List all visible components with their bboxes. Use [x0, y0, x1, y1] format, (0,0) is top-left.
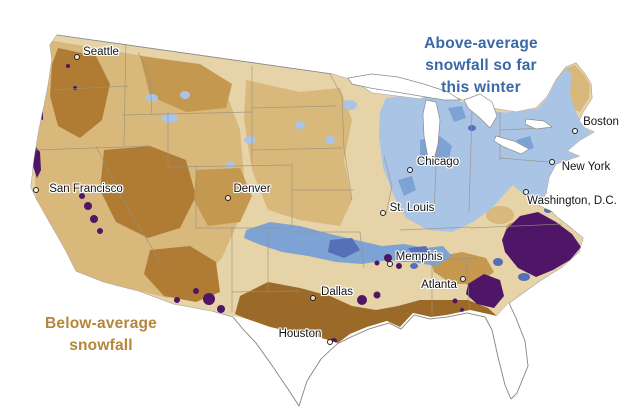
city-dot	[33, 187, 39, 193]
lake-michigan	[422, 99, 441, 161]
city-label: Denver	[233, 183, 271, 195]
above-average-regions	[146, 68, 592, 281]
city-dot	[225, 195, 231, 201]
city-dot	[523, 189, 529, 195]
city-label: New York	[561, 161, 611, 173]
coastline	[56, 34, 529, 407]
city-dot	[74, 54, 80, 60]
lake-superior	[347, 73, 461, 101]
below-average-regions	[34, 40, 590, 343]
great-lakes	[347, 73, 553, 161]
city-label: Chicago	[416, 156, 460, 168]
annotation-above: Above-average snowfall so far this winte…	[424, 35, 538, 96]
lake-erie	[493, 135, 530, 155]
city-label: Houston	[278, 328, 322, 340]
city-label: St. Louis	[389, 202, 435, 214]
city-dot	[549, 159, 555, 165]
city-dot	[572, 128, 578, 134]
lake-huron	[463, 93, 498, 129]
city-label: Seattle	[83, 46, 119, 58]
city-label: Atlanta	[421, 279, 457, 291]
city-label: Washington, D.C.	[527, 195, 617, 207]
city-dot	[460, 276, 466, 282]
much-above-average-regions	[33, 64, 581, 343]
city-label: Boston	[583, 116, 619, 128]
city-label: Dallas	[321, 286, 353, 298]
city-dot	[387, 261, 393, 267]
city-dot	[327, 339, 333, 345]
lake-ontario	[524, 118, 553, 130]
city-dot	[407, 167, 413, 173]
annotation-below: Below-average snowfall	[44, 315, 158, 354]
city-label: Memphis	[395, 251, 443, 263]
city-dot	[310, 295, 316, 301]
city-label: San Francisco	[49, 183, 123, 195]
state-borders	[35, 37, 563, 316]
city-dot	[380, 210, 386, 216]
